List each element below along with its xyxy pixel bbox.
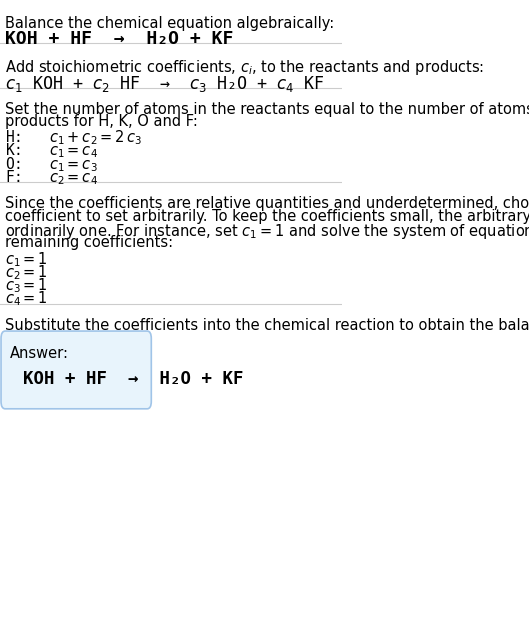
FancyBboxPatch shape — [1, 331, 151, 409]
Text: Set the number of atoms in the reactants equal to the number of atoms in the: Set the number of atoms in the reactants… — [5, 102, 529, 117]
Text: KOH + HF  →  H₂O + KF: KOH + HF → H₂O + KF — [5, 30, 233, 48]
Text: Substitute the coefficients into the chemical reaction to obtain the balanced: Substitute the coefficients into the che… — [5, 318, 529, 333]
Text: Since the coefficients are relative quantities and underdetermined, choose a: Since the coefficients are relative quan… — [5, 196, 529, 211]
Text: coefficient to set arbitrarily. To keep the coefficients small, the arbitrary va: coefficient to set arbitrarily. To keep … — [5, 209, 529, 224]
Text: ordinarily one. For instance, set $c_1 = 1$ and solve the system of equations fo: ordinarily one. For instance, set $c_1 =… — [5, 222, 529, 241]
Text: Add stoichiometric coefficients, $c_i$, to the reactants and products:: Add stoichiometric coefficients, $c_i$, … — [5, 58, 485, 77]
Text: Answer:: Answer: — [10, 346, 69, 361]
Text: equation:: equation: — [5, 331, 75, 346]
Text: F:   $c_2 = c_4$: F: $c_2 = c_4$ — [5, 168, 98, 187]
Text: H:   $c_1 + c_2 = 2\,c_3$: H: $c_1 + c_2 = 2\,c_3$ — [5, 129, 142, 147]
Text: $c_2 = 1$: $c_2 = 1$ — [5, 263, 48, 282]
Text: K:   $c_1 = c_4$: K: $c_1 = c_4$ — [5, 142, 98, 161]
Text: O:   $c_1 = c_3$: O: $c_1 = c_3$ — [5, 155, 98, 174]
Text: $c_1$ KOH + $c_2$ HF  →  $c_3$ H₂O + $c_4$ KF: $c_1$ KOH + $c_2$ HF → $c_3$ H₂O + $c_4$… — [5, 74, 324, 94]
Text: Balance the chemical equation algebraically:: Balance the chemical equation algebraica… — [5, 16, 334, 31]
Text: $c_1 = 1$: $c_1 = 1$ — [5, 250, 48, 269]
Text: $c_3 = 1$: $c_3 = 1$ — [5, 277, 48, 295]
Text: products for H, K, O and F:: products for H, K, O and F: — [5, 114, 198, 129]
Text: $c_4 = 1$: $c_4 = 1$ — [5, 290, 48, 308]
Text: remaining coefficients:: remaining coefficients: — [5, 235, 174, 250]
Text: KOH + HF  →  H₂O + KF: KOH + HF → H₂O + KF — [23, 370, 244, 388]
